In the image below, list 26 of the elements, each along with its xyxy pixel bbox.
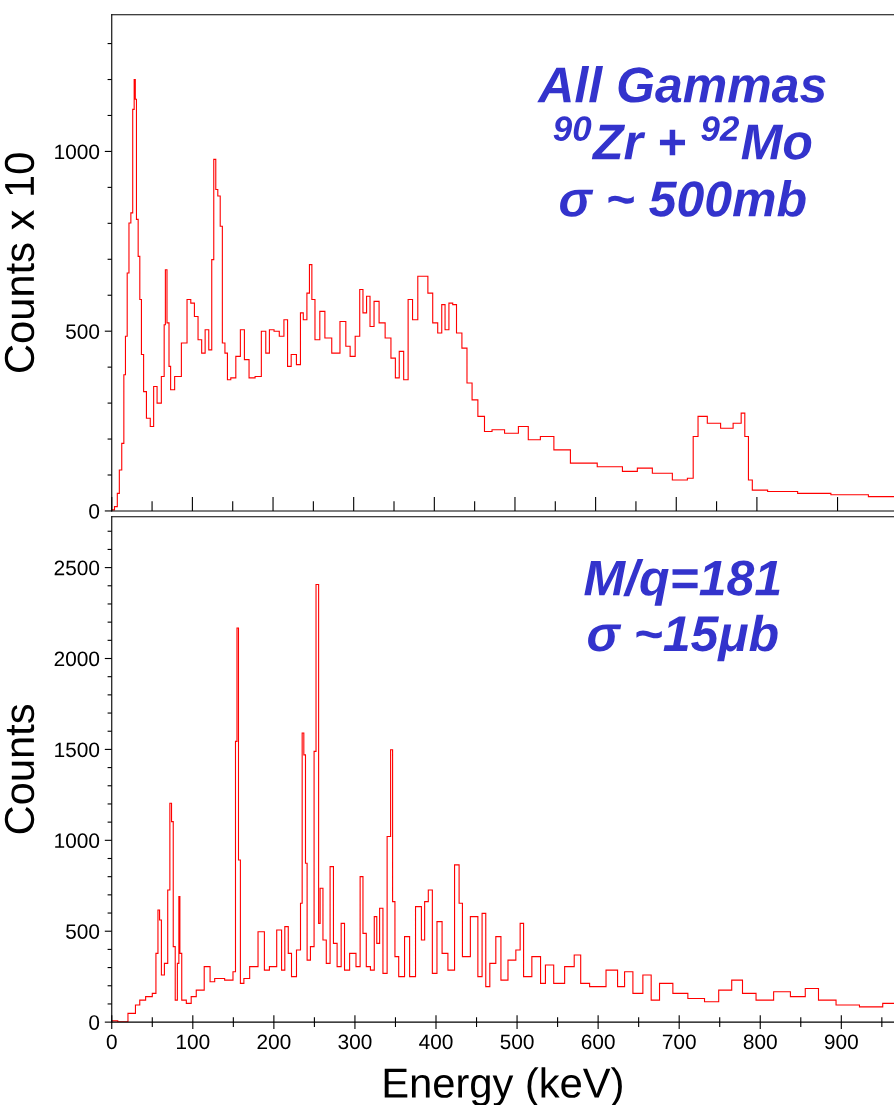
annotation: M/q=181 (584, 559, 780, 606)
annotation: $^{90}$Zr + $^{92}$Mo (553, 116, 812, 160)
y-axis-title: Counts (4, 704, 35, 834)
y-tick-label: 1500 (55, 742, 100, 758)
x-tick-label: 0 (106, 1034, 117, 1050)
x-tick-label: 300 (338, 1034, 372, 1050)
annotation: σ ~ 500mb (560, 180, 806, 217)
x-tick-label: 200 (257, 1034, 291, 1050)
y-tick-label: 1000 (55, 144, 100, 160)
x-tick-label: 700 (662, 1034, 696, 1050)
annotation: σ ~15μb (588, 614, 778, 662)
y-tick-label: 0 (89, 1015, 100, 1030)
annotation: All Gammas (537, 65, 826, 103)
y-tick-label: 500 (66, 324, 100, 339)
y-tick-label: 0 (89, 503, 100, 519)
y-tick-label: 500 (66, 924, 100, 939)
x-tick-label: 800 (743, 1034, 777, 1050)
x-tick-label: 600 (581, 1034, 615, 1050)
x-tick-label: 900 (824, 1034, 858, 1050)
y-tick-label: 1000 (55, 833, 100, 849)
x-tick-label: 400 (419, 1034, 453, 1050)
x-tick-label: 100 (177, 1034, 210, 1050)
y-tick-label: 2500 (54, 560, 100, 576)
y-axis-title: Counts x 10 (4, 153, 35, 372)
y-tick-label: 2000 (54, 651, 100, 667)
x-tick-label: 500 (500, 1034, 534, 1050)
